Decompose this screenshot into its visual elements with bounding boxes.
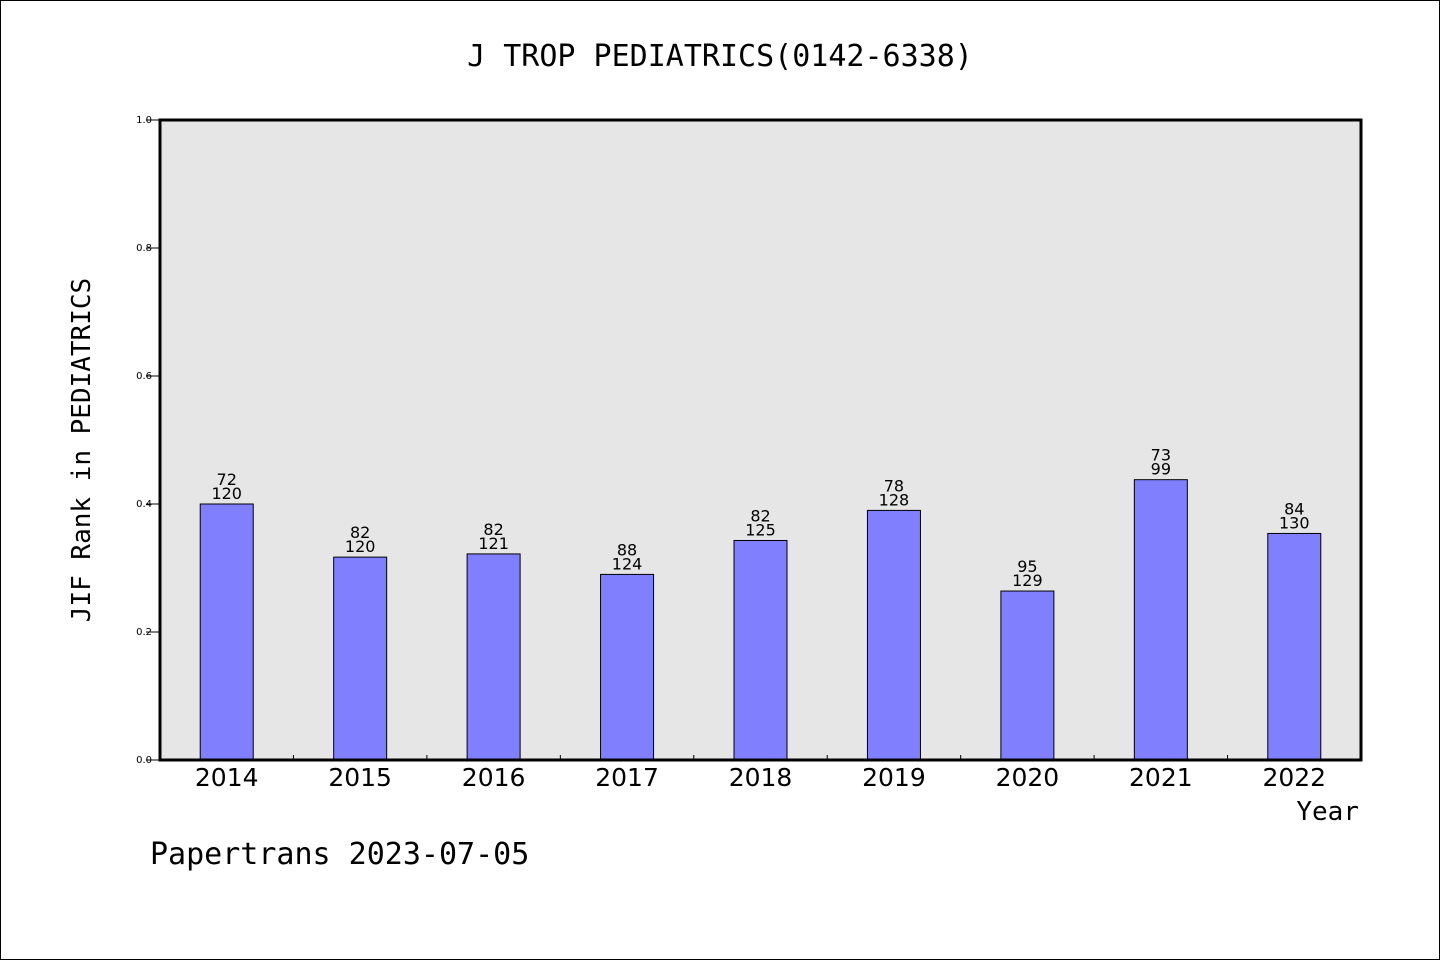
bar-2017 (600, 573, 655, 761)
bar-2014 (199, 503, 254, 761)
bar-rank-label: 82 (750, 506, 770, 525)
bar-rank-label: 95 (1017, 557, 1037, 576)
bar-rank-label: 82 (483, 520, 503, 539)
x-axis-ticks: 2014 2015 2016 2017 2018 2019 2020 2021 2022 (195, 755, 1326, 792)
bar-rank-label: 88 (617, 540, 637, 559)
bar-2021 (1133, 479, 1188, 761)
y-tick-label: 0.4 (136, 499, 152, 510)
bar-rank-label: 82 (350, 523, 370, 542)
x-tick-label: 2021 (1129, 763, 1193, 792)
x-tick-label: 2022 (1262, 763, 1326, 792)
x-tick-label: 2020 (996, 763, 1060, 792)
x-tick-label: 2018 (729, 763, 793, 792)
bar-total-label: 124 (612, 554, 643, 573)
y-axis-label: JIF Rank in PEDIATRICS (67, 278, 97, 622)
x-tick-label: 2015 (328, 763, 392, 792)
bar-rank-label: 73 (1151, 446, 1171, 465)
bar-total-label: 99 (1151, 460, 1171, 479)
x-tick-label: 2019 (862, 763, 926, 792)
bar-2016 (466, 553, 521, 761)
y-tick-label: 0.2 (136, 627, 152, 638)
bar-2020 (1000, 590, 1055, 761)
y-tick-label: 1.0 (136, 115, 152, 126)
footer-credit: Papertrans 2023-07-05 (150, 837, 529, 872)
x-tick-label: 2017 (595, 763, 659, 792)
bar-2015 (333, 556, 388, 761)
x-axis-label: Year (1296, 797, 1359, 827)
bar-total-label: 125 (745, 520, 776, 539)
bar-total-label: 130 (1279, 513, 1310, 532)
bar-total-label: 128 (879, 490, 910, 509)
bars-group (199, 479, 1322, 761)
bar-2018 (733, 539, 788, 761)
x-tick-label: 2016 (462, 763, 526, 792)
bar-2022 (1267, 532, 1322, 761)
bar-total-label: 120 (345, 537, 376, 556)
x-tick-label: 2014 (195, 763, 259, 792)
y-axis-ticks: 0.0 0.2 0.4 0.6 0.8 1.0 (136, 115, 160, 766)
bar-total-label: 120 (211, 484, 242, 503)
y-tick-label: 0.6 (136, 371, 152, 382)
chart-title: J TROP PEDIATRICS(0142-6338) (467, 39, 973, 74)
bar-rank-label: 78 (884, 476, 904, 495)
bar-total-label: 129 (1012, 571, 1043, 590)
bar-total-label: 121 (478, 534, 509, 553)
plot-border (158, 118, 1363, 762)
y-tick-label: 0.0 (136, 755, 152, 766)
bar-2019 (866, 509, 921, 761)
bar-rank-label: 84 (1284, 499, 1304, 518)
y-tick-label: 0.8 (136, 243, 152, 254)
bar-rank-label: 72 (217, 470, 237, 489)
